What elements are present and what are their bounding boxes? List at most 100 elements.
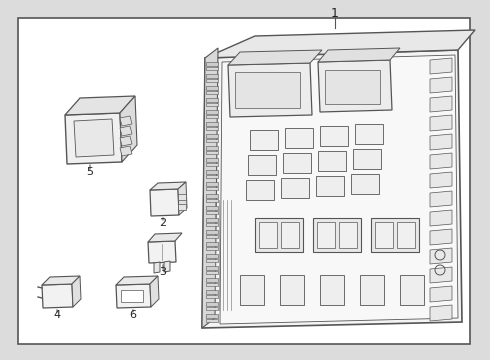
- Text: 1: 1: [331, 6, 339, 19]
- Bar: [316, 176, 344, 196]
- Bar: [320, 275, 344, 305]
- Bar: [206, 91, 218, 94]
- Polygon shape: [148, 241, 176, 263]
- Bar: [206, 302, 218, 306]
- Polygon shape: [120, 146, 132, 156]
- Text: 4: 4: [53, 310, 61, 320]
- Bar: [206, 98, 218, 102]
- Polygon shape: [150, 276, 159, 307]
- Bar: [206, 122, 218, 126]
- Bar: [248, 155, 276, 175]
- Bar: [206, 218, 218, 222]
- Bar: [283, 153, 311, 173]
- Polygon shape: [164, 261, 170, 272]
- Polygon shape: [318, 48, 400, 62]
- Bar: [351, 174, 379, 194]
- Polygon shape: [430, 134, 452, 150]
- Bar: [206, 175, 218, 178]
- Bar: [250, 130, 278, 150]
- Bar: [206, 146, 218, 150]
- Polygon shape: [120, 136, 132, 146]
- Bar: [235, 72, 300, 108]
- Polygon shape: [228, 63, 312, 117]
- Bar: [400, 275, 424, 305]
- Polygon shape: [430, 267, 452, 283]
- Bar: [206, 230, 218, 234]
- Bar: [206, 235, 218, 238]
- Bar: [206, 182, 218, 186]
- Polygon shape: [430, 153, 452, 169]
- Polygon shape: [430, 96, 452, 112]
- Polygon shape: [120, 116, 132, 126]
- Polygon shape: [228, 50, 322, 65]
- Bar: [206, 206, 218, 210]
- Polygon shape: [154, 262, 160, 273]
- Bar: [371, 218, 419, 252]
- Polygon shape: [72, 276, 81, 307]
- Bar: [355, 124, 383, 144]
- Bar: [206, 110, 218, 114]
- Bar: [285, 128, 313, 148]
- Polygon shape: [430, 210, 452, 226]
- Bar: [178, 194, 186, 200]
- Bar: [206, 74, 218, 78]
- Bar: [320, 126, 348, 146]
- Polygon shape: [430, 286, 452, 302]
- Bar: [206, 115, 218, 118]
- Bar: [206, 187, 218, 190]
- Bar: [206, 211, 218, 214]
- Polygon shape: [430, 115, 452, 131]
- Polygon shape: [202, 50, 462, 328]
- Polygon shape: [150, 182, 186, 190]
- Bar: [206, 194, 218, 198]
- Bar: [206, 271, 218, 274]
- Bar: [206, 62, 218, 66]
- Bar: [206, 223, 218, 226]
- Bar: [206, 151, 218, 154]
- Bar: [255, 218, 303, 252]
- Bar: [206, 139, 218, 142]
- Bar: [206, 199, 218, 202]
- Polygon shape: [430, 77, 452, 93]
- Polygon shape: [150, 189, 179, 216]
- Bar: [206, 319, 218, 322]
- Bar: [121, 290, 143, 302]
- Bar: [397, 222, 415, 248]
- Bar: [375, 222, 393, 248]
- Bar: [206, 295, 218, 298]
- Polygon shape: [178, 182, 187, 215]
- Bar: [206, 290, 218, 294]
- Bar: [246, 180, 274, 200]
- Bar: [206, 283, 218, 286]
- Polygon shape: [430, 248, 452, 264]
- Polygon shape: [42, 276, 80, 285]
- Bar: [206, 314, 218, 318]
- Polygon shape: [430, 172, 452, 188]
- Bar: [206, 158, 218, 162]
- Polygon shape: [430, 191, 452, 207]
- Polygon shape: [116, 276, 158, 285]
- Bar: [206, 67, 218, 70]
- Bar: [353, 149, 381, 169]
- Bar: [281, 222, 299, 248]
- Bar: [206, 266, 218, 270]
- Polygon shape: [220, 55, 458, 324]
- Bar: [206, 278, 218, 282]
- Bar: [206, 103, 218, 106]
- Polygon shape: [202, 48, 218, 328]
- Bar: [206, 170, 218, 174]
- Polygon shape: [74, 119, 114, 157]
- Text: 2: 2: [159, 218, 167, 228]
- Bar: [206, 259, 218, 262]
- Polygon shape: [205, 30, 475, 58]
- Polygon shape: [430, 305, 452, 321]
- Bar: [339, 222, 357, 248]
- Bar: [280, 275, 304, 305]
- Polygon shape: [65, 113, 122, 164]
- Bar: [206, 307, 218, 310]
- Polygon shape: [42, 284, 73, 308]
- Bar: [317, 222, 335, 248]
- Bar: [206, 134, 218, 138]
- Bar: [281, 178, 309, 198]
- Text: 5: 5: [87, 167, 94, 177]
